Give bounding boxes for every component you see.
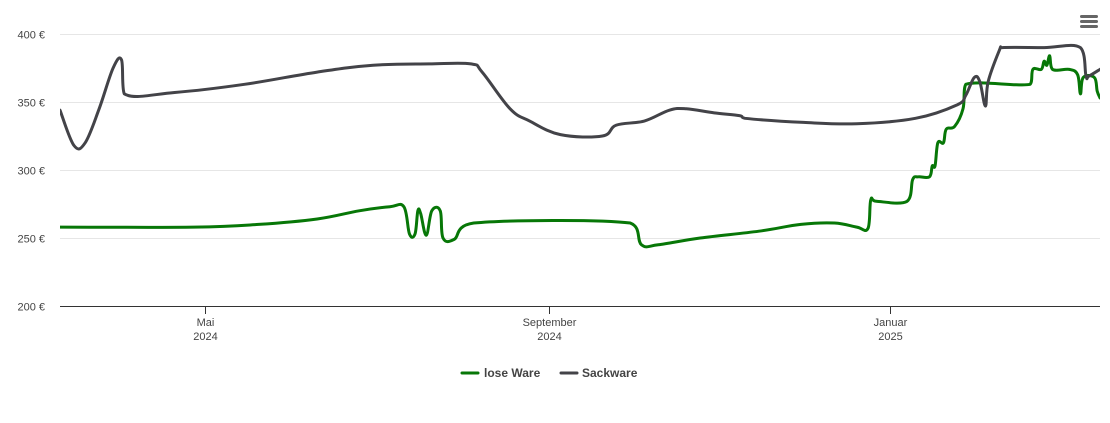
series-line-lose-ware — [60, 54, 1100, 249]
legend-label: Sackware — [582, 366, 638, 380]
hamburger-menu-icon — [1080, 15, 1098, 28]
x-tick-label: Januar — [874, 317, 908, 329]
x-tick-label: September — [523, 317, 577, 329]
legend-item-lose-ware[interactable]: lose Ware — [460, 366, 541, 380]
y-tick-label: 200 € — [17, 302, 45, 314]
y-tick-label: 250 € — [17, 234, 45, 246]
x-tick-label: Mai — [197, 317, 215, 329]
legend-label: lose Ware — [484, 366, 541, 380]
x-tick-year-label: 2024 — [537, 331, 561, 343]
series-lines — [60, 43, 1100, 249]
x-tick-year-label: 2024 — [193, 331, 217, 343]
y-tick-label: 350 € — [17, 98, 45, 110]
y-tick-label: 400 € — [17, 30, 45, 42]
legend: lose Ware Sackware — [460, 366, 638, 380]
series-line-sackware — [60, 43, 1100, 151]
chart-menu-button[interactable] — [1080, 15, 1098, 28]
grid-lines — [60, 34, 1100, 239]
axes: 200 € 250 € 300 € 350 € 400 € Mai 2024 Septembe… — [17, 30, 1100, 343]
y-tick-label: 300 € — [17, 166, 45, 178]
legend-item-sackware[interactable]: Sackware — [559, 366, 638, 380]
x-tick-year-label: 2025 — [878, 331, 902, 343]
